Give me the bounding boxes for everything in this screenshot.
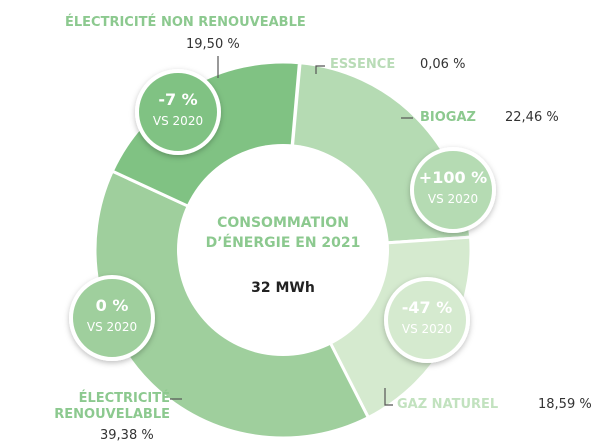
total-label: 32 MWh — [251, 280, 315, 296]
value-label: 22,46 % — [505, 110, 559, 125]
badge-circle — [135, 69, 221, 155]
category-label: ÉLECTRICITÉ NON RENOUVEABLE — [65, 15, 306, 30]
badge-note: VS 2020 — [427, 192, 479, 206]
connectors — [170, 56, 413, 406]
value-label: 39,38 % — [100, 428, 154, 443]
badge-value: -47 % — [401, 298, 453, 317]
badge-circle — [410, 147, 496, 233]
badge-note: VS 2020 — [152, 114, 204, 128]
badge-circle — [69, 275, 155, 361]
badge-value: 0 % — [95, 296, 129, 315]
badge-value: +100 % — [418, 168, 488, 187]
badge-note: VS 2020 — [86, 320, 138, 334]
donut-hole — [177, 144, 389, 356]
center-title: CONSOMMATION D’ÉNERGIE EN 2021 — [205, 215, 361, 251]
value-label: 18,59 % — [538, 397, 592, 412]
badge-value: -7 % — [158, 90, 198, 109]
value-label: 19,50 % — [186, 37, 240, 52]
badge-circle — [384, 277, 470, 363]
category-label: ESSENCE — [330, 57, 396, 72]
value-label: 0,06 % — [420, 57, 466, 72]
category-label: BIOGAZ — [420, 110, 476, 125]
badge-note: VS 2020 — [401, 322, 453, 336]
category-label: ÉLECTRICITÉ RENOUVELABLE — [54, 391, 170, 422]
category-label: GAZ NATUREL — [397, 397, 499, 412]
